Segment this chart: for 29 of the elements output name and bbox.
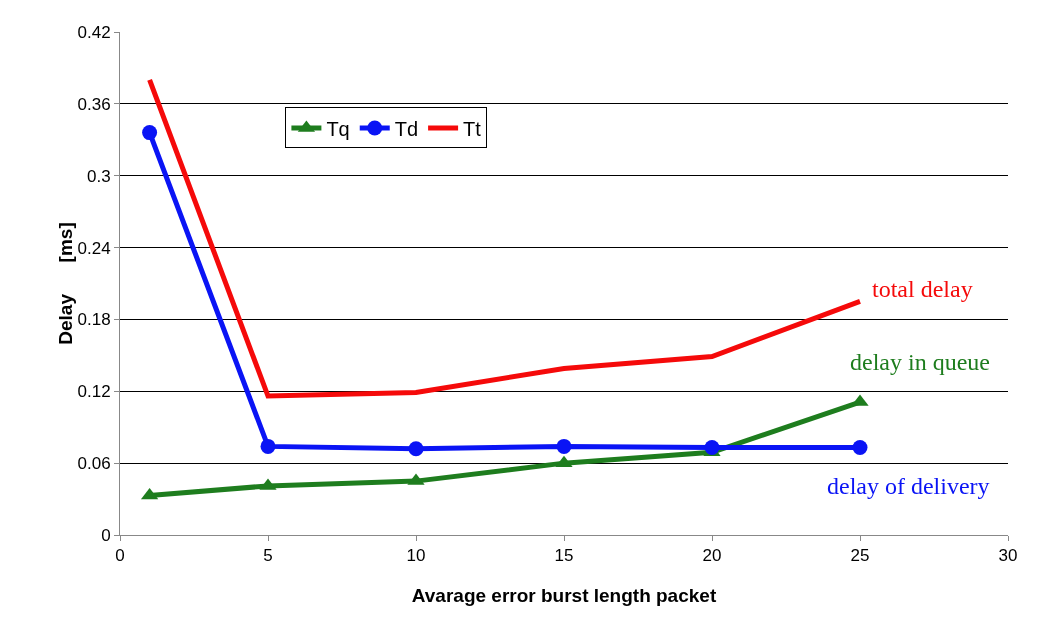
x-tick-label: 30 [998, 546, 1018, 566]
annotation: total delay [872, 276, 973, 302]
x-axis-title: Avarage error burst length packet [411, 585, 717, 606]
x-tick-label: 25 [850, 546, 870, 566]
y-axis-title: Delay [ms] [54, 222, 76, 345]
legend-label: Tt [463, 117, 482, 140]
y-tick-label: 0 [101, 525, 111, 545]
point [142, 125, 158, 141]
point [408, 441, 424, 457]
legend-label: Tq [326, 117, 350, 140]
x-tick-label: 15 [554, 546, 574, 566]
point [556, 438, 572, 454]
point [852, 440, 868, 456]
y-tick-label: 0.06 [77, 454, 111, 474]
annotation: delay of delivery [827, 473, 990, 499]
y-tick-label: 0.36 [77, 94, 111, 114]
y-tick-label: 0.42 [77, 22, 111, 42]
x-tick-label: 0 [115, 546, 125, 566]
y-tick-label: 0.3 [86, 166, 111, 186]
legend-label: Td [394, 117, 419, 140]
x-tick-label: 5 [263, 546, 273, 566]
x-tick-label: 10 [406, 546, 426, 566]
annotation: delay in queue [850, 349, 990, 375]
point [260, 438, 276, 454]
y-tick-label: 0.12 [77, 382, 111, 402]
x-tick-label: 20 [702, 546, 722, 566]
y-tick-label: 0.18 [77, 310, 111, 330]
y-tick-label: 0.24 [77, 238, 111, 258]
point [704, 440, 720, 456]
